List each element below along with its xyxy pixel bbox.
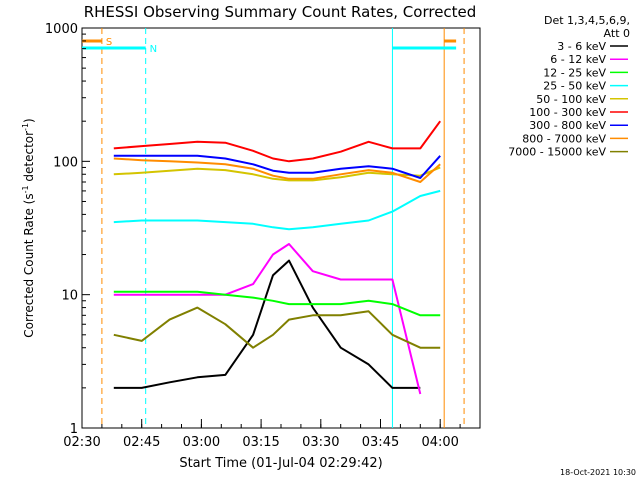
y-tick-label: 1000 — [45, 22, 78, 37]
legend-entry-label: 3 - 6 keV — [557, 40, 606, 53]
series-line — [113, 306, 441, 349]
series-line — [113, 259, 421, 389]
ylabel-end: ) — [22, 118, 36, 123]
series-line — [113, 189, 441, 231]
series-line — [113, 290, 441, 317]
legend-entry-label: 100 - 300 keV — [529, 106, 606, 119]
series-line — [113, 154, 441, 179]
legend-entry-label: 6 - 12 keV — [550, 53, 606, 66]
footer-timestamp: 18-Oct-2021 10:30 — [560, 468, 636, 477]
x-axis-label: Start Time (01-Jul-04 02:29:42) — [179, 456, 382, 471]
series-group — [113, 120, 442, 395]
ylabel-sup2: -1 — [21, 123, 30, 131]
series-line — [113, 166, 441, 182]
y-axis-ticks: 1 10 100 1000 — [45, 22, 90, 437]
y-tick-label: 100 — [53, 155, 78, 170]
legend-entry-label: 50 - 100 keV — [536, 93, 606, 106]
ylabel-mid: detector — [22, 131, 36, 186]
x-tick-label: 02:30 — [63, 435, 100, 450]
flag-bars: SN — [82, 37, 457, 55]
y-axis-label: Corrected Count Rate (s-1 detector-1) — [21, 118, 36, 337]
legend-entry-label: 800 - 7000 keV — [522, 132, 606, 145]
chart-title: RHESSI Observing Summary Count Rates, Co… — [84, 3, 477, 21]
flag-label: N — [150, 44, 157, 55]
x-tick-label: 03:15 — [242, 435, 279, 450]
series-line — [113, 157, 441, 183]
ylabel-sup1: -1 — [21, 185, 30, 193]
legend-entry-label: 300 - 800 keV — [529, 119, 606, 132]
legend-header: Det 1,3,4,5,6,9, — [544, 14, 630, 27]
x-tick-label: 04:00 — [421, 435, 458, 450]
x-tick-label: 02:45 — [123, 435, 160, 450]
series-line — [113, 120, 442, 163]
vertical-lines — [101, 28, 465, 428]
x-tick-label: 03:45 — [362, 435, 399, 450]
x-tick-label: 03:30 — [302, 435, 339, 450]
x-axis-ticks: 02:30 02:45 03:00 03:15 03:30 03:45 04:00 — [63, 419, 481, 450]
legend-entry-label: 25 - 50 keV — [543, 80, 606, 93]
flag-label: S — [106, 37, 112, 48]
ylabel-main: Corrected Count Rate (s — [22, 193, 36, 337]
legend-entry-label: 7000 - 15000 keV — [508, 146, 606, 159]
series-line — [113, 243, 422, 395]
y-tick-label: 10 — [61, 289, 78, 304]
legend-header: Att 0 — [604, 27, 630, 40]
y-tick-label: 1 — [70, 422, 78, 437]
x-tick-label: 03:00 — [183, 435, 220, 450]
legend-entry-label: 12 - 25 keV — [543, 66, 606, 79]
